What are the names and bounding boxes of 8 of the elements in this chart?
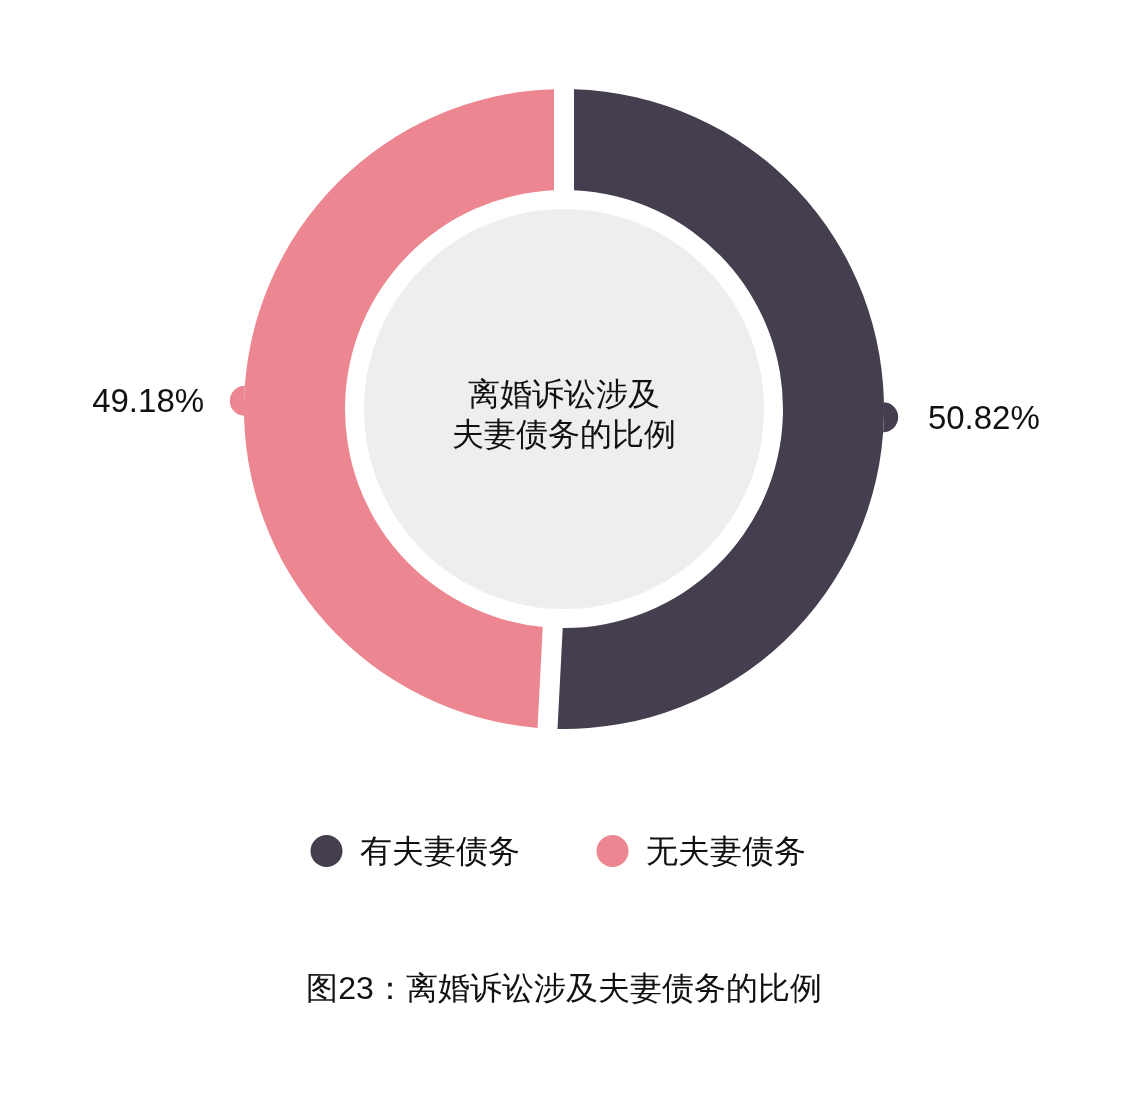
legend-label: 有夫妻债务 [359,833,520,869]
legend-item: 有夫妻债务 [310,833,520,869]
value-label: 49.18% [92,382,205,420]
title: 离婚诉讼涉及夫妻债务的比例 [452,376,676,452]
annotation: 图23：离婚诉讼涉及夫妻债务的比例 [306,970,822,1006]
value-label: 50.82% [927,398,1040,436]
legend-label: 无夫妻债务 [645,833,806,869]
legend-item: 无夫妻债务 [596,833,806,869]
